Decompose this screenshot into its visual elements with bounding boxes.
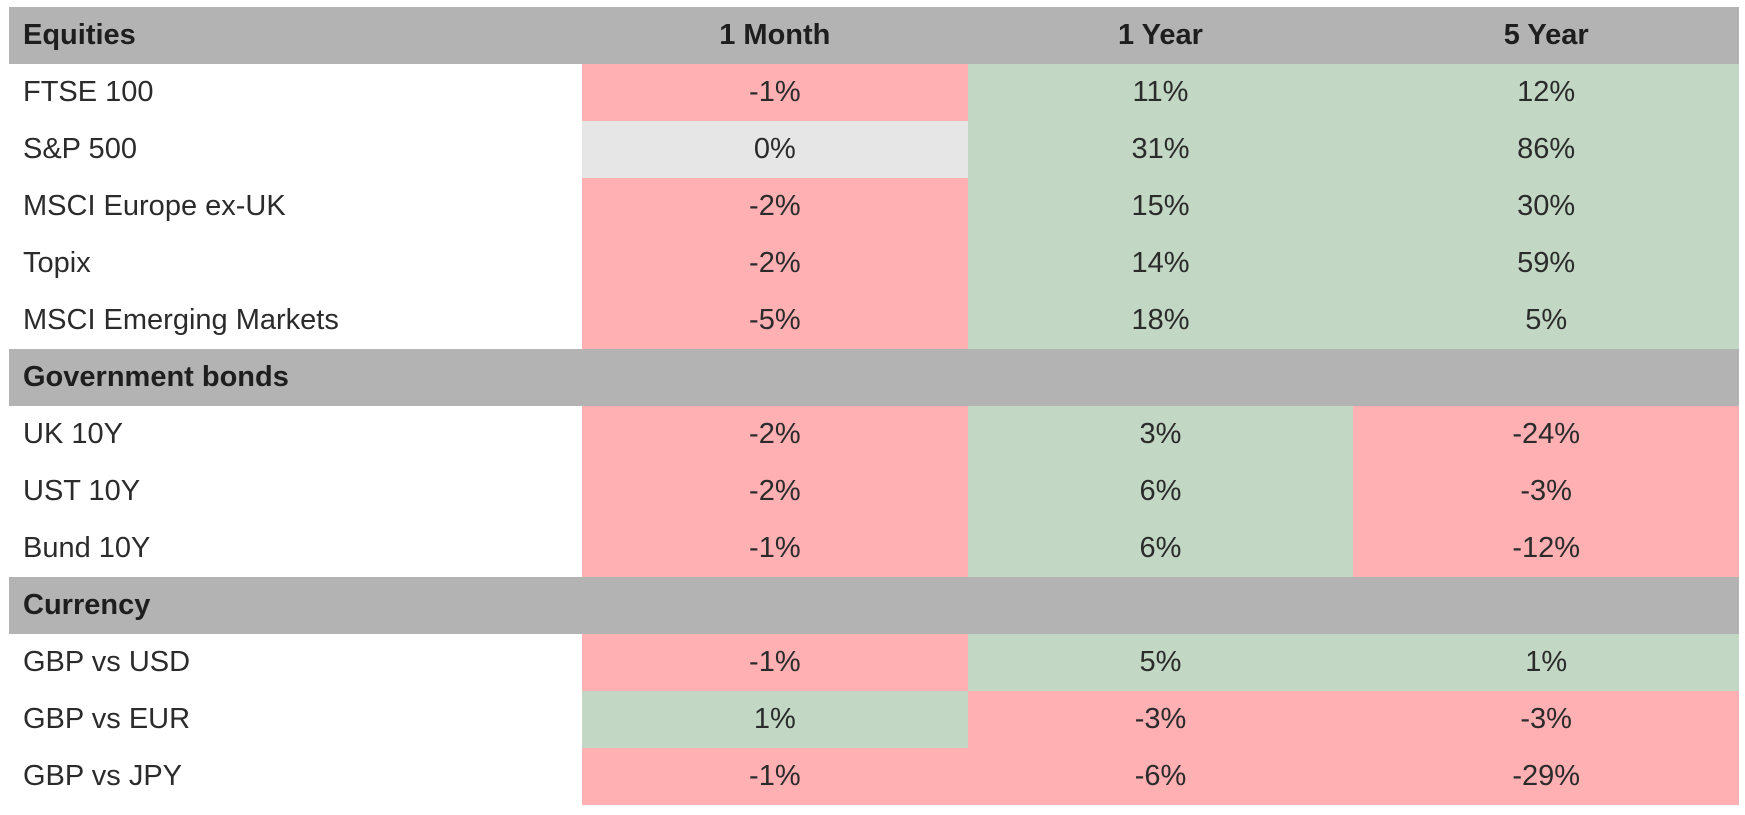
performance-table: Equities 1 Month 1 Year 5 Year FTSE 100 -1% 11… <box>9 7 1739 805</box>
value-cell: 5% <box>967 634 1354 691</box>
value-cell: 3% <box>967 406 1354 463</box>
row-label: Topix <box>23 247 91 279</box>
value-cell: 11% <box>967 64 1354 121</box>
column-header: 5 Year <box>1353 7 1739 64</box>
value-cell: -24% <box>1353 406 1739 463</box>
table-row: MSCI Europe ex-UK -2% 15% 30% <box>9 178 1739 235</box>
value-cell: 6% <box>967 520 1354 577</box>
value-cell: -2% <box>581 235 968 292</box>
value-cell: 31% <box>967 121 1354 178</box>
section-header-fill <box>1353 349 1739 406</box>
table-row: GBP vs USD -1% 5% 1% <box>9 634 1739 691</box>
row-label: GBP vs USD <box>23 646 191 678</box>
value-cell: 1% <box>581 691 968 748</box>
row-label: FTSE 100 <box>23 76 154 108</box>
row-label: UST 10Y <box>23 475 141 507</box>
section-title: Currency <box>9 577 582 634</box>
row-label: Bund 10Y <box>23 532 151 564</box>
section-header-fill <box>581 349 968 406</box>
row-label: GBP vs EUR <box>23 703 191 735</box>
value-cell: 6% <box>967 463 1354 520</box>
value-cell: 12% <box>1353 64 1739 121</box>
section-header-fill <box>967 349 1354 406</box>
row-label: UK 10Y <box>23 418 123 450</box>
row-label: MSCI Europe ex-UK <box>23 190 286 222</box>
section-title: Government bonds <box>9 349 582 406</box>
value-cell: -2% <box>581 463 968 520</box>
table-row: FTSE 100 -1% 11% 12% <box>9 64 1739 121</box>
value-cell: -1% <box>581 634 968 691</box>
row-label: MSCI Emerging Markets <box>23 304 339 336</box>
value-cell: -1% <box>581 520 968 577</box>
table-row: S&P 500 0% 31% 86% <box>9 121 1739 178</box>
section-header-row: Currency <box>9 577 1739 634</box>
table-row: MSCI Emerging Markets -5% 18% 5% <box>9 292 1739 349</box>
value-cell: -12% <box>1353 520 1739 577</box>
column-header: 1 Month <box>581 7 968 64</box>
row-label: S&P 500 <box>23 133 137 165</box>
section-header-row: Government bonds <box>9 349 1739 406</box>
value-cell: 15% <box>967 178 1354 235</box>
value-cell: 5% <box>1353 292 1739 349</box>
value-cell: 1% <box>1353 634 1739 691</box>
value-cell: -1% <box>581 64 968 121</box>
table-row: UST 10Y -2% 6% -3% <box>9 463 1739 520</box>
value-cell: -29% <box>1353 748 1739 805</box>
section-title: Equities <box>9 7 582 64</box>
table-row: UK 10Y -2% 3% -24% <box>9 406 1739 463</box>
value-cell: -5% <box>581 292 968 349</box>
row-label: GBP vs JPY <box>23 760 183 792</box>
section-header-row: Equities 1 Month 1 Year 5 Year <box>9 7 1739 64</box>
value-cell: 0% <box>581 121 968 178</box>
value-cell: -1% <box>581 748 968 805</box>
table-row: GBP vs JPY -1% -6% -29% <box>9 748 1739 805</box>
value-cell: -3% <box>1353 691 1739 748</box>
value-cell: -3% <box>967 691 1354 748</box>
table-row: Topix -2% 14% 59% <box>9 235 1739 292</box>
value-cell: -3% <box>1353 463 1739 520</box>
value-cell: 59% <box>1353 235 1739 292</box>
value-cell: 86% <box>1353 121 1739 178</box>
value-cell: -6% <box>967 748 1354 805</box>
section-header-fill <box>967 577 1354 634</box>
value-cell: -2% <box>581 406 968 463</box>
value-cell: -2% <box>581 178 968 235</box>
value-cell: 30% <box>1353 178 1739 235</box>
section-header-fill <box>1353 577 1739 634</box>
table-row: Bund 10Y -1% 6% -12% <box>9 520 1739 577</box>
table-row: GBP vs EUR 1% -3% -3% <box>9 691 1739 748</box>
value-cell: 14% <box>967 235 1354 292</box>
column-header: 1 Year <box>967 7 1354 64</box>
value-cell: 18% <box>967 292 1354 349</box>
section-header-fill <box>581 577 968 634</box>
